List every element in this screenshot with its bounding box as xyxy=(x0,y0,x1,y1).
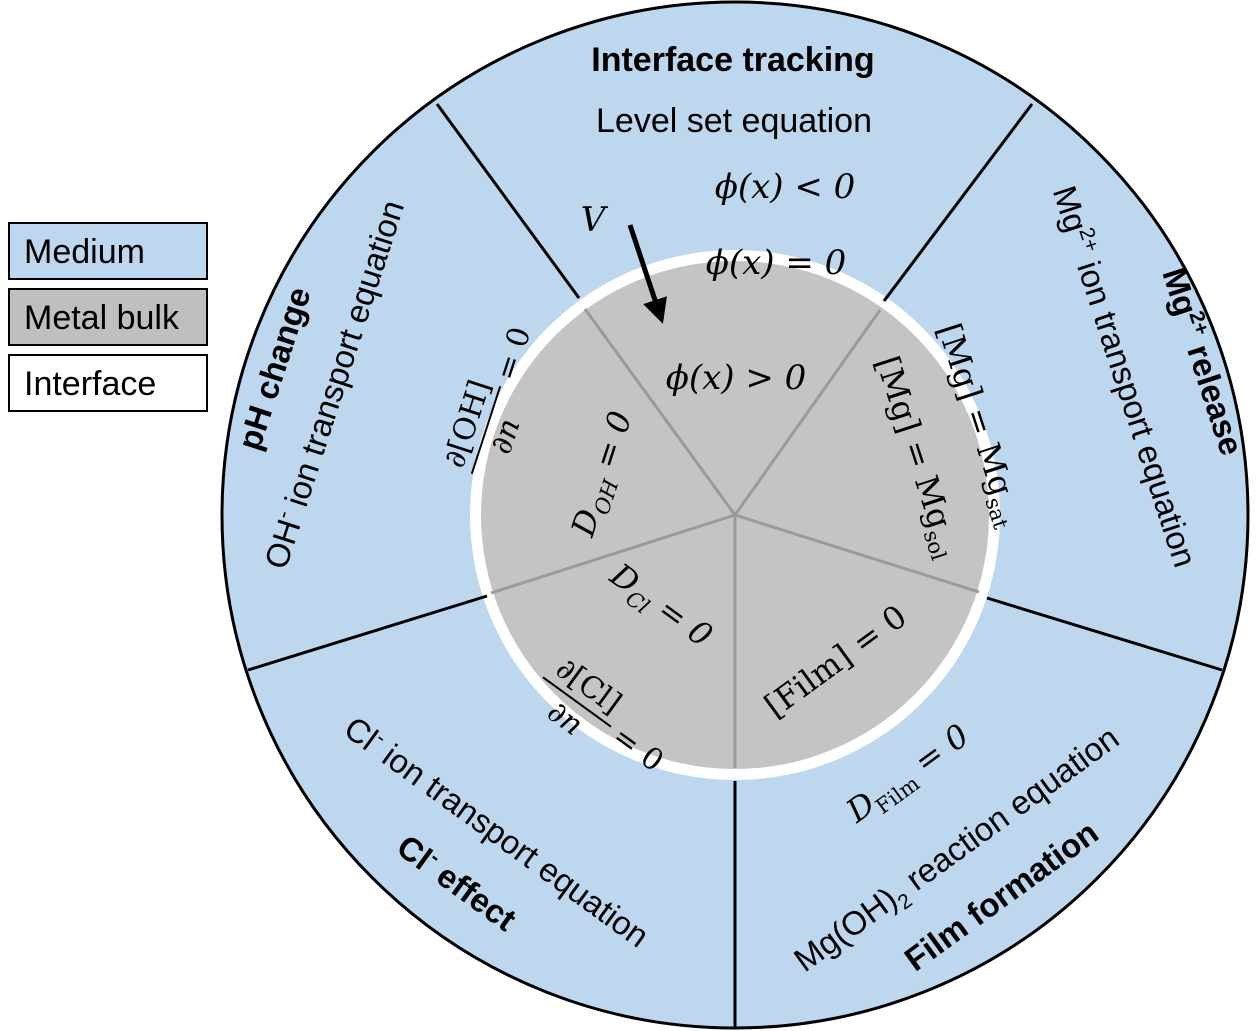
legend-interface: Interface xyxy=(8,354,208,412)
oh-flux-fraction-bar xyxy=(470,385,502,475)
legend-metal-bulk-label: Metal bulk xyxy=(24,299,179,337)
velocity-arrow xyxy=(627,224,667,324)
divider-outer-2 xyxy=(882,103,1034,302)
divider-inner-1 xyxy=(583,308,737,516)
legend-medium-label: Medium xyxy=(24,233,145,271)
divider-outer-3 xyxy=(247,594,488,672)
legend-interface-label: Interface xyxy=(24,365,157,403)
cl-flux-fraction-bar xyxy=(542,676,612,728)
phi-negative-label: ϕ(x) < 0 xyxy=(715,167,856,207)
divider-outer-1 xyxy=(435,103,581,299)
phi-positive-label: ϕ(x) > 0 xyxy=(666,358,807,398)
legend-medium: Medium xyxy=(8,222,208,280)
phi-zero-label: ϕ(x) = 0 xyxy=(706,243,847,283)
divider-inner-4 xyxy=(734,513,980,594)
divider-outer-4 xyxy=(986,596,1223,672)
velocity-label: V xyxy=(581,200,609,240)
divider-inner-3 xyxy=(490,513,736,595)
divider-inner-2 xyxy=(733,309,882,516)
interface-tracking-title: Interface tracking xyxy=(591,41,874,79)
legend-metal-bulk: Metal bulk xyxy=(8,288,208,346)
level-set-equation-label: Level set equation xyxy=(596,102,872,140)
